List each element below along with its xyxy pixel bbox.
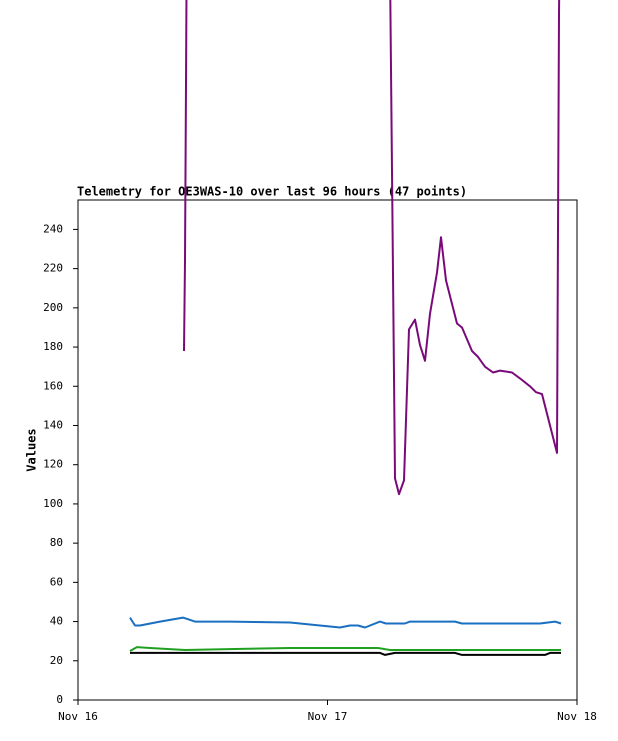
series-line xyxy=(130,651,561,656)
y-tick-label: 160 xyxy=(43,379,63,392)
y-tick-label: 240 xyxy=(43,222,63,235)
y-tick-label: 20 xyxy=(50,654,63,667)
x-tick-label: Nov 18 xyxy=(557,710,597,723)
y-tick-label: 200 xyxy=(43,301,63,314)
y-tick-label: 0 xyxy=(56,693,63,706)
x-tick-label: Nov 17 xyxy=(308,710,348,723)
y-tick-label: 140 xyxy=(43,418,63,431)
plot-frame xyxy=(77,199,578,701)
series-line xyxy=(183,0,561,496)
x-tick-label: Nov 16 xyxy=(58,710,98,723)
y-tick-label: 180 xyxy=(43,340,63,353)
series-line xyxy=(129,616,562,629)
y-tick-label: 220 xyxy=(43,262,63,275)
y-tick-label: 80 xyxy=(50,536,63,549)
series-line xyxy=(129,646,561,652)
y-tick-label: 100 xyxy=(43,497,63,510)
y-axis-label: Values xyxy=(25,428,39,471)
y-tick-label: 120 xyxy=(43,458,63,471)
y-tick-label: 60 xyxy=(50,575,63,588)
y-tick-label: 40 xyxy=(50,615,63,628)
chart-title: Telemetry for OE3WAS-10 over last 96 hou… xyxy=(77,185,467,199)
